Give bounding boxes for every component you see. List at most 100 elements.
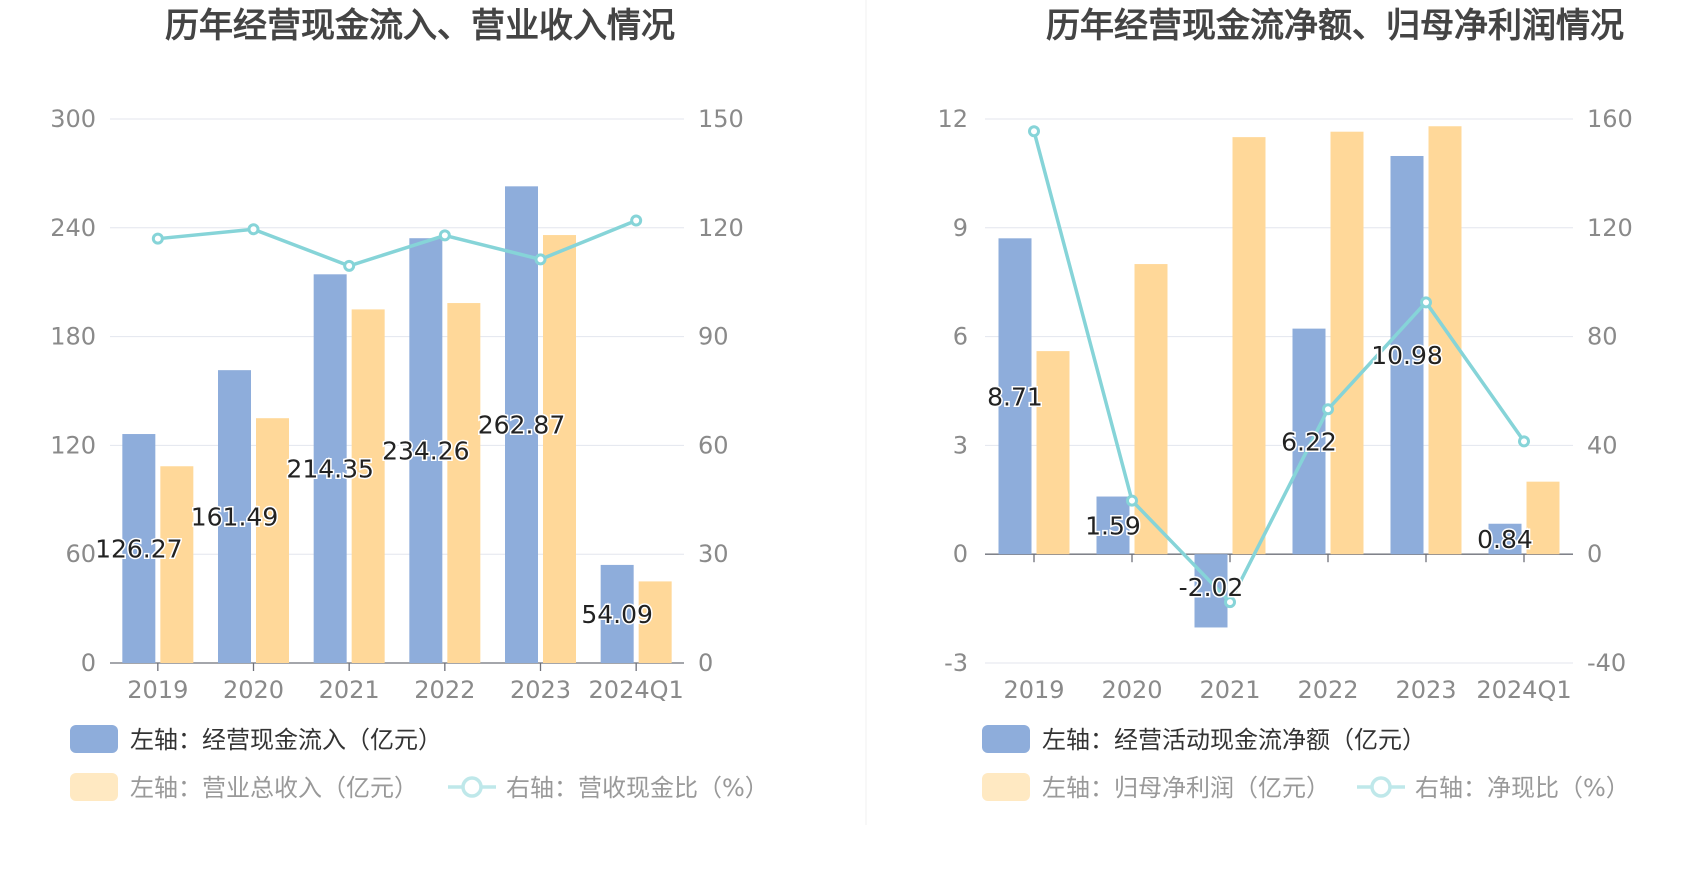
y-tick-left: 0 [953, 540, 968, 568]
x-tick-label: 2024Q1 [1476, 676, 1571, 704]
ratio-line-point [1224, 596, 1236, 609]
bar-primary [1194, 554, 1228, 628]
bar-secondary [1134, 264, 1168, 555]
data-label: 234.26 [382, 437, 469, 466]
y-tick-right: 120 [1587, 214, 1633, 242]
y-tick-left: 180 [50, 323, 96, 351]
ratio-line-point [1420, 296, 1432, 309]
data-label: 10.98 [1371, 341, 1443, 370]
data-label: 214.35 [286, 455, 373, 484]
y-tick-left: 300 [50, 105, 96, 133]
data-label: 161.49 [191, 503, 278, 532]
y-tick-right: 0 [1587, 540, 1602, 568]
y-tick-right: 150 [698, 105, 744, 133]
x-tick-label: 2020 [1101, 676, 1162, 704]
bar-secondary [351, 309, 385, 663]
x-tick-label: 2020 [223, 676, 284, 704]
ratio-line-point [630, 214, 643, 227]
data-label: 8.71 [987, 382, 1043, 411]
data-label: 6.22 [1281, 427, 1337, 456]
legend-label-line: 右轴：净现比（%） [1415, 774, 1630, 802]
bar-primary [218, 370, 251, 663]
x-tick-label: 2023 [1395, 676, 1456, 704]
y-tick-right: 60 [698, 431, 729, 459]
bar-secondary [160, 466, 194, 663]
y-tick-left: 240 [50, 214, 96, 242]
bar-primary [1096, 496, 1130, 555]
y-tick-left: 9 [953, 214, 968, 242]
legend-swatch-line-marker [461, 776, 483, 798]
y-tick-left: 120 [50, 431, 96, 459]
y-tick-left: 0 [81, 649, 96, 677]
ratio-line-point [151, 232, 164, 245]
bar-primary [122, 434, 156, 663]
legend: 左轴：经营现金流入（亿元） 左轴：营业总收入（亿元） 右轴：营收现金比（%） [70, 725, 769, 802]
legend-label-secondary: 左轴：营业总收入（亿元） [130, 774, 418, 802]
y-tick-right: 0 [698, 649, 713, 677]
x-tick-label: 2021 [319, 676, 380, 704]
ratio-line-point [1322, 403, 1334, 416]
chart-panel-1: 历年经营现金流入、营业收入情况 0 60 120 180 240 300 0 30 60 90 120… [50, 6, 769, 802]
chart-title: 历年经营现金流入、营业收入情况 [165, 6, 675, 46]
y-tick-right: 80 [1587, 323, 1618, 351]
x-tick-label: 2023 [510, 676, 571, 704]
y-tick-right: 90 [698, 323, 729, 351]
data-label: -2.02 [1179, 573, 1244, 602]
ratio-line-point [343, 259, 356, 272]
x-tick-label: 2021 [1199, 676, 1260, 704]
bar-primary [998, 238, 1032, 555]
ratio-line [1032, 130, 1526, 606]
bar-primary [1292, 328, 1326, 555]
chart-panel-2: 历年经营现金流净额、归母净利润情况 -3 0 3 6 9 12 -40 0 40 80 120 160 2… [937, 6, 1632, 802]
y-tick-right: 160 [1587, 105, 1633, 133]
y-tick-right: 40 [1587, 431, 1618, 459]
y-tick-left: -3 [944, 649, 968, 677]
y-tick-right: -40 [1587, 649, 1626, 677]
legend-label-primary: 左轴：经营现金流入（亿元） [130, 726, 442, 754]
bar-secondary [1330, 131, 1364, 555]
legend-label-primary: 左轴：经营活动现金流净额（亿元） [1042, 726, 1426, 754]
x-tick-label: 2019 [1003, 676, 1064, 704]
y-tick-left: 3 [953, 431, 968, 459]
bar-secondary [1036, 351, 1070, 555]
bar-primary [505, 186, 538, 663]
legend-swatch-bar-secondary [70, 773, 118, 801]
ratio-line-point [1126, 494, 1138, 507]
bar-primary [1390, 155, 1424, 555]
data-label: 0.84 [1477, 525, 1533, 554]
y-tick-right: 120 [698, 214, 744, 242]
bar-secondary [1428, 126, 1462, 555]
data-label: 1.59 [1085, 511, 1141, 540]
y-tick-left: 12 [937, 105, 968, 133]
bar-secondary [1526, 481, 1560, 555]
y-tick-left: 6 [953, 323, 968, 351]
legend-swatch-bar-primary [982, 725, 1030, 753]
legend-swatch-bar-secondary [982, 773, 1030, 801]
x-tick-label: 2022 [414, 676, 475, 704]
bar-primary [600, 564, 634, 663]
legend: 左轴：经营活动现金流净额（亿元） 左轴：归母净利润（亿元） 右轴：净现比（%） [982, 725, 1630, 802]
legend-label-line: 右轴：营收现金比（%） [506, 774, 769, 802]
bar-secondary [1232, 137, 1266, 555]
ratio-line-point [438, 229, 451, 242]
ratio-line-point [534, 253, 547, 266]
legend-swatch-line-marker [1370, 776, 1392, 798]
ratio-line-point [1028, 125, 1040, 138]
ratio-line-point [247, 223, 260, 236]
x-tick-label: 2024Q1 [589, 676, 684, 704]
bar-secondary [256, 418, 289, 663]
bar-secondary [638, 581, 672, 663]
legend-swatch-bar-primary [70, 725, 118, 753]
bar-secondary [543, 235, 576, 663]
x-tick-label: 2019 [127, 676, 188, 704]
bar-primary [313, 274, 347, 663]
x-tick-label: 2022 [1297, 676, 1358, 704]
data-label: 126.27 [95, 535, 182, 564]
data-label: 262.87 [478, 411, 565, 440]
y-tick-left: 60 [65, 540, 96, 568]
bar-primary [1488, 523, 1522, 555]
bar-primary [409, 238, 443, 663]
bar-secondary [447, 303, 481, 663]
